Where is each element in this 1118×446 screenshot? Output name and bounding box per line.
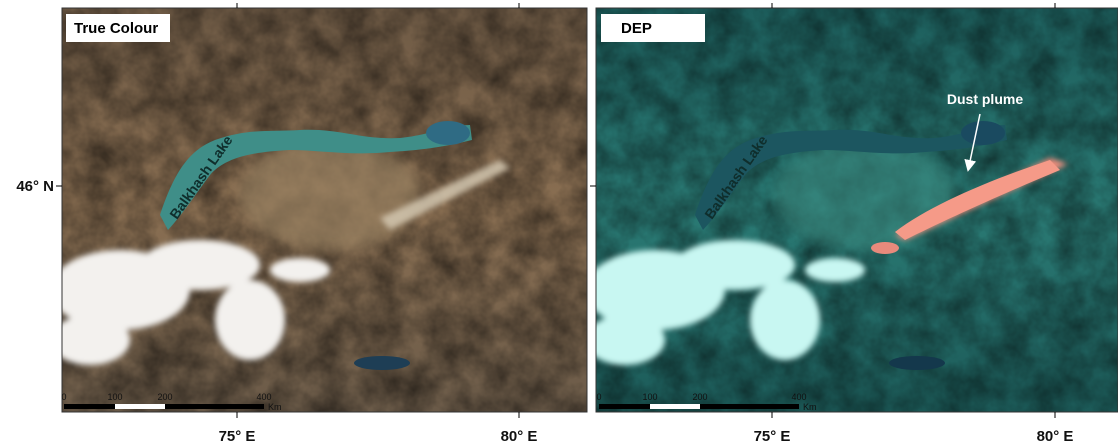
annotation: Dust plume (947, 91, 1023, 107)
scale-label: 400 (791, 392, 806, 402)
scale-unit: Km (268, 402, 282, 412)
lon-label: 80° E (1037, 428, 1074, 445)
lat-label: 46° N (16, 178, 54, 195)
plume-small (871, 242, 899, 254)
scale-label: 100 (642, 392, 657, 402)
lon-label: 75° E (219, 428, 256, 445)
small-lake (354, 356, 410, 370)
lon-label: 80° E (501, 428, 538, 445)
scale-label: 200 (692, 392, 707, 402)
panel-title: True Colour (74, 20, 158, 37)
dep-image (585, 8, 1118, 412)
panel-title: DEP (621, 20, 652, 37)
lake-east (426, 121, 470, 145)
lon-label: 75° E (754, 428, 791, 445)
lake-east (961, 121, 1005, 145)
scale-label: 0 (596, 392, 601, 402)
scale-unit: Km (803, 402, 817, 412)
scale-label: 100 (107, 392, 122, 402)
scale-label: 400 (256, 392, 271, 402)
scale-label: 200 (157, 392, 172, 402)
scale-label: 0 (61, 392, 66, 402)
title-box (601, 14, 705, 42)
small-lake (889, 356, 945, 370)
figure: True Colour Balkhash Lake 0 100 200 400 … (0, 0, 1118, 446)
page: True Colour Balkhash Lake 0 100 200 400 … (0, 0, 1118, 446)
true-colour-image (50, 8, 587, 412)
